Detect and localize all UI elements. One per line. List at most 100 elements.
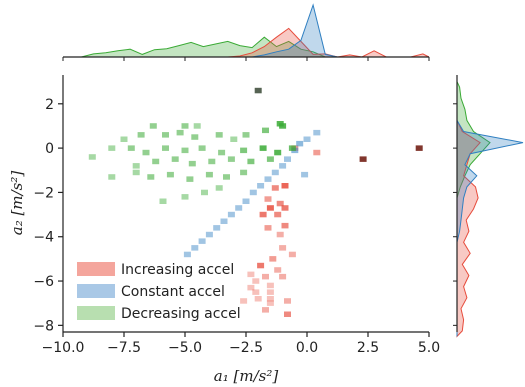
x-tick-label: 0.0	[296, 340, 318, 356]
histogram-cell	[186, 176, 194, 182]
histogram-cell	[240, 298, 248, 304]
histogram-cell	[213, 225, 221, 231]
legend-label: Decreasing accel	[121, 306, 241, 322]
top-marginal-density	[63, 3, 430, 58]
histogram-cell	[262, 307, 269, 313]
y-tick-label: 2	[45, 97, 54, 113]
histogram-cell	[188, 160, 196, 167]
histogram-cell	[415, 145, 423, 151]
histogram-cell	[162, 132, 169, 138]
histogram-cell	[227, 211, 235, 218]
y-axis-label: a₂ [m/s²]	[8, 171, 26, 236]
histogram-cell	[276, 231, 284, 238]
legend-swatch	[77, 262, 115, 276]
histogram-cell	[191, 134, 199, 140]
histogram-cell	[279, 245, 287, 251]
histogram-cell	[288, 251, 296, 258]
histogram-cell	[215, 132, 223, 138]
histogram-cell	[247, 158, 255, 165]
legend-swatch	[77, 284, 115, 298]
histogram-cell	[264, 225, 272, 231]
y-tick-label: −2	[33, 185, 54, 201]
histogram-cell	[252, 289, 260, 295]
histogram-cell	[284, 311, 291, 317]
histogram-cell	[176, 129, 184, 136]
histogram-cell	[88, 154, 96, 160]
y-tick-label: 0	[45, 141, 54, 157]
histogram-cell	[264, 196, 272, 202]
histogram-cell	[120, 136, 128, 142]
histogram-cell	[240, 169, 248, 176]
histogram-cell	[281, 183, 289, 189]
histogram-cell	[159, 198, 167, 204]
histogram-cell	[252, 278, 260, 284]
right-marginal-density	[456, 81, 524, 338]
histogram-cell	[218, 149, 226, 156]
histogram-cell	[266, 282, 274, 289]
histogram-cell	[266, 205, 274, 211]
x-tick-label: −2.5	[229, 340, 263, 356]
histogram-cell	[205, 231, 213, 238]
histogram-cell	[262, 273, 269, 280]
histogram-cell	[181, 123, 189, 129]
x-ticks: −10.0 −7.5 −5.0 −2.5 0.0 2.5 5.0	[42, 57, 440, 356]
histogram-cell	[162, 145, 169, 151]
histogram-cell	[296, 140, 304, 147]
histogram-cell	[242, 198, 250, 204]
axes: −10.0 −7.5 −5.0 −2.5 0.0 2.5 5.0 2 0 −2 −4 −6 −8 a₁…	[8, 56, 458, 385]
histogram-cell	[191, 245, 199, 251]
histogram-cell	[152, 158, 160, 165]
histogram-cell	[223, 174, 230, 180]
histogram-cell	[269, 256, 277, 262]
histogram-cell	[276, 121, 284, 127]
histogram-cell	[257, 262, 265, 269]
histogram-cell	[193, 123, 201, 129]
histogram-cell	[137, 132, 145, 138]
histogram-cell	[266, 156, 274, 162]
histogram-cell	[201, 189, 208, 196]
histogram-cell	[198, 145, 206, 151]
histogram-cell	[198, 238, 206, 244]
x-tick-label: −5.0	[168, 340, 202, 356]
histogram-cell	[230, 136, 238, 142]
histogram-cell	[266, 289, 274, 295]
histogram-cell	[220, 218, 228, 224]
histogram-cell	[181, 147, 189, 154]
histogram-cell	[166, 171, 174, 178]
legend: Increasing accel Constant accel Decreasing…	[77, 262, 241, 322]
histogram-cell	[274, 267, 282, 273]
histogram-cell	[181, 194, 189, 200]
histogram-cell	[127, 145, 135, 151]
histogram-cell	[262, 127, 269, 134]
y-tick-label: −6	[33, 274, 54, 290]
histogram-cell	[281, 222, 289, 229]
histogram-cell	[108, 174, 116, 180]
histogram-cell	[271, 169, 279, 176]
histogram-cell	[313, 149, 321, 156]
main-histogram-area	[88, 87, 423, 317]
y-tick-label: −8	[33, 318, 54, 334]
histogram-cell	[276, 200, 284, 207]
histogram-cell	[274, 211, 282, 218]
histogram-cell	[284, 156, 291, 162]
histogram-cell	[281, 205, 289, 211]
histogram-cell	[249, 189, 257, 196]
x-tick-label: 2.5	[357, 340, 379, 356]
histogram-cell	[279, 273, 287, 280]
histogram-cell	[288, 145, 296, 151]
histogram-cell	[208, 158, 216, 165]
legend-swatch	[77, 306, 115, 320]
histogram-cell	[132, 169, 140, 176]
histogram-cell	[301, 171, 309, 178]
histogram-cell	[359, 156, 367, 162]
x-tick-label: −10.0	[42, 340, 85, 356]
histogram-cell	[259, 211, 267, 218]
histogram-cell	[274, 149, 282, 156]
histogram-cell	[259, 145, 267, 151]
histogram-cell	[279, 163, 287, 169]
histogram-cell	[132, 163, 140, 169]
histogram-cell	[215, 185, 223, 191]
histogram-cell	[247, 271, 255, 278]
histogram-cell	[303, 136, 311, 142]
